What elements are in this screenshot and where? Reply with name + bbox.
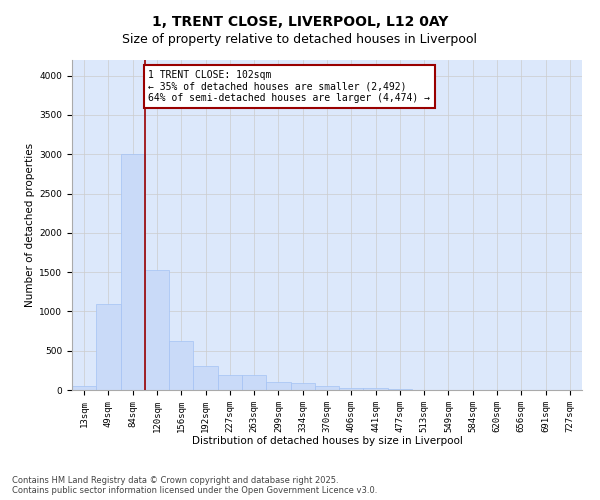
- Bar: [96, 304, 121, 390]
- Bar: [388, 389, 412, 390]
- Bar: [193, 366, 218, 390]
- Bar: [218, 375, 242, 390]
- Bar: [145, 270, 169, 390]
- Bar: [315, 386, 339, 390]
- Bar: [72, 386, 96, 390]
- Bar: [242, 375, 266, 390]
- Bar: [290, 383, 315, 390]
- Text: Contains HM Land Registry data © Crown copyright and database right 2025.
Contai: Contains HM Land Registry data © Crown c…: [12, 476, 377, 495]
- Bar: [266, 382, 290, 390]
- Y-axis label: Number of detached properties: Number of detached properties: [25, 143, 35, 307]
- Bar: [121, 154, 145, 390]
- Bar: [364, 388, 388, 390]
- Bar: [339, 388, 364, 390]
- Text: Size of property relative to detached houses in Liverpool: Size of property relative to detached ho…: [122, 32, 478, 46]
- Bar: [169, 340, 193, 390]
- X-axis label: Distribution of detached houses by size in Liverpool: Distribution of detached houses by size …: [191, 436, 463, 446]
- Text: 1, TRENT CLOSE, LIVERPOOL, L12 0AY: 1, TRENT CLOSE, LIVERPOOL, L12 0AY: [152, 15, 448, 29]
- Text: 1 TRENT CLOSE: 102sqm
← 35% of detached houses are smaller (2,492)
64% of semi-d: 1 TRENT CLOSE: 102sqm ← 35% of detached …: [149, 70, 431, 103]
